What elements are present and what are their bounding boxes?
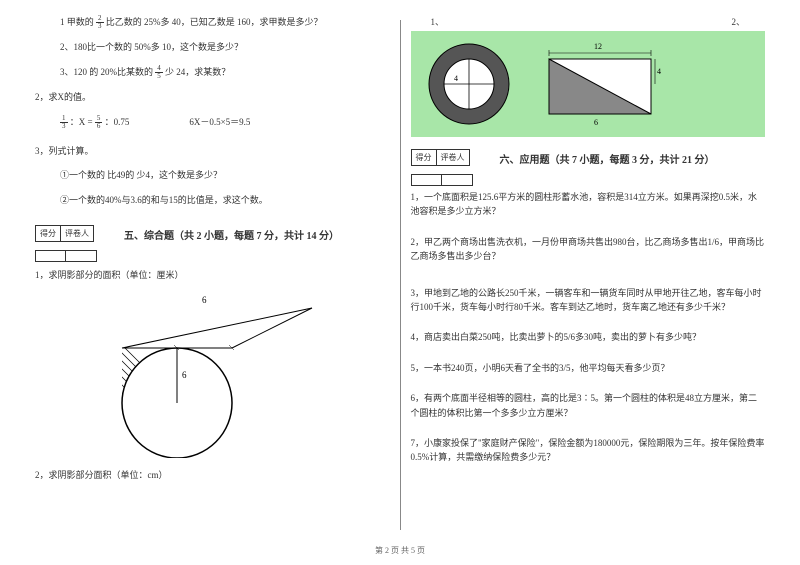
score-box-empty [411,174,766,186]
q3calc-2: ②一个数的40%与3.6的和与15的比值是，求这个数。 [35,193,390,207]
section5-title: 五、综合题（共 2 小题，每题 7 分，共计 14 分） [124,227,339,242]
s6-q2: 2，甲乙两个商场出售洗衣机，一月份甲商场共售出980台，比乙商场多售出1/6，甲… [411,235,766,264]
dim-label: 4 [657,67,661,76]
q2: 2、180比一个数的 50%多 10，这个数是多少？ [35,40,390,54]
section6-title: 六、应用题（共 7 小题，每题 3 分，共计 21 分） [500,151,715,166]
s6-q7: 7，小康家投保了"家庭财产保险"，保险金额为180000元，保险期限为三年。按年… [411,436,766,465]
section5-header: 得分 评卷人 五、综合题（共 2 小题，每题 7 分，共计 14 分） [35,225,390,242]
s6-q4: 4，商店卖出白菜250吨，比卖出萝卜的5/6多30吨，卖出的萝卜有多少吨？ [411,330,766,344]
green-figures: 4 12 4 6 [411,31,766,137]
ring-figure: 4 [419,39,519,129]
fraction-icon: 2 3 [96,15,104,30]
eq1: 1 3 ：X = 5 6 ：0.75 [60,115,129,130]
fig-label-1: 1、 [431,15,445,28]
score-label: 得分 [412,150,437,165]
s6-q3: 3，甲地到乙地的公路长250千米，一辆客车和一辆货车同时从甲地开往乙地，客车每小… [411,286,766,315]
s5-q2: 2，求阴影部分面积（单位：cm） [35,468,390,482]
q1: 1 甲数的 2 3 比乙数的 25%多 40，已知乙数是 160，求甲数是多少？ [35,15,390,30]
q3calc-1: ①一个数的 比49的 少4，这个数是多少？ [35,168,390,182]
s6-q6: 6，有两个底面半径相等的圆柱，高的比是3∶5。第一个圆柱的体积是48立方厘米，第… [411,391,766,420]
fig-labels: 1、 2、 [411,15,766,28]
q2x-equations: 1 3 ：X = 5 6 ：0.75 6X－0.5×5＝9.5 [35,115,390,130]
fig-label-2: 2、 [731,15,745,28]
q1-prefix: 1 甲数的 [60,17,94,27]
reviewer-label: 评卷人 [61,226,93,241]
dim-label: 12 [594,42,602,51]
score-box-empty [35,250,390,262]
section6-header: 得分 评卷人 六、应用题（共 7 小题，每题 3 分，共计 21 分） [411,149,766,166]
left-column: 1 甲数的 2 3 比乙数的 25%多 40，已知乙数是 160，求甲数是多少？… [25,15,400,540]
fraction-icon: 1 3 [60,115,68,130]
score-box: 得分 评卷人 [411,149,470,166]
shaded-figure-svg: 6 6 [102,293,322,458]
dim-label: 6 [202,295,207,305]
figure-circle-triangle: 6 6 [35,293,390,460]
s6-q5: 5，一本书240页，小明6天看了全书的3/5，他平均每天看多少页？ [411,361,766,375]
q2x: 2，求X的值。 [35,90,390,104]
q3: 3、120 的 20%比某数的 4 5 少 24，求某数？ [35,65,390,80]
dim-label: 6 [182,370,187,380]
q3calc: 3，列式计算。 [35,144,390,158]
dim-label: 4 [454,74,458,83]
fraction-icon: 4 5 [155,65,163,80]
q3-prefix: 3、120 的 20%比某数的 [60,67,153,77]
eq2: 6X－0.5×5＝9.5 [189,115,250,130]
q1-mid: 比乙数的 25%多 40，已知乙数是 160，求甲数是多少？ [106,17,323,27]
fraction-icon: 5 6 [95,115,103,130]
right-column: 1、 2、 4 12 4 6 [401,15,776,540]
reviewer-label: 评卷人 [437,150,469,165]
dim-label: 6 [594,118,598,127]
page-content: 1 甲数的 2 3 比乙数的 25%多 40，已知乙数是 160，求甲数是多少？… [0,0,800,540]
q3-suffix: 少 24，求某数？ [165,67,230,77]
triangle-figure: 12 4 6 [539,39,669,129]
page-footer: 第 2 页 共 5 页 [0,540,800,561]
s5-q1: 1，求阴影部分的面积（单位：厘米） [35,268,390,282]
s6-q1: 1，一个底面积是125.6平方米的圆柱形蓄水池，容积是314立方米。如果再深挖0… [411,190,766,219]
score-label: 得分 [36,226,61,241]
score-box: 得分 评卷人 [35,225,94,242]
